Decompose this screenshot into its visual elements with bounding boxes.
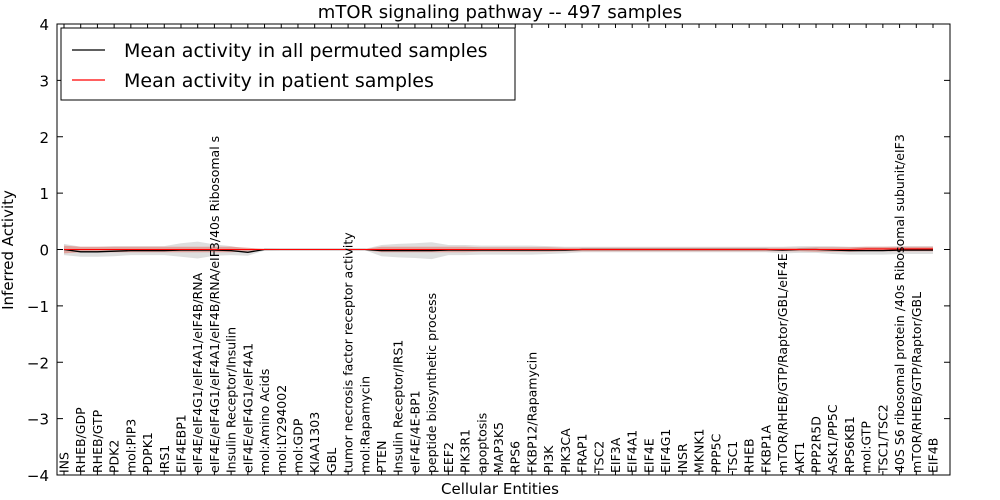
x-tick-label: ASK1/PP5C <box>825 404 840 473</box>
x-tick-label: mol:PIP3 <box>123 419 138 473</box>
x-tick-label: eIF4E/eIF4G1/eIF4A1 <box>240 343 255 473</box>
x-tick-label: EEF2 <box>441 442 456 473</box>
x-tick-label: TSC2 <box>591 441 606 474</box>
x-tick-label: FKBP1A <box>758 425 773 473</box>
x-tick-label: RHEB/GDP <box>73 407 88 473</box>
legend-label-patient: Mean activity in patient samples <box>124 70 434 92</box>
x-tick-label: eIF4E/eIF4G1/eIF4A1/eIF4B/RNA/eIF3/40s R… <box>207 136 222 473</box>
y-tick-label: −2 <box>27 354 49 372</box>
x-tick-label: TSC1 <box>725 441 740 474</box>
x-tick-label: Insulin Receptor/IRS1 <box>391 340 406 473</box>
y-tick-label: 3 <box>39 72 49 90</box>
x-tick-label: INSR <box>675 443 690 473</box>
x-tick-label: PPP2R5D <box>809 416 824 473</box>
x-tick-label: FKBP12/Rapamycin <box>524 352 539 473</box>
x-tick-label: tumor necrosis factor receptor activity <box>341 232 356 473</box>
plot-frame <box>56 23 951 476</box>
y-tick-label: 1 <box>39 185 49 203</box>
x-tick-label: TSC1/TSC2 <box>875 404 890 474</box>
line-patient-mean <box>64 248 933 251</box>
x-tick-label: PPP5C <box>708 433 723 473</box>
legend-box <box>60 27 516 101</box>
y-tick-label: −1 <box>27 298 49 316</box>
x-tick-label: mol:Rapamycin <box>357 376 372 473</box>
x-tick-label: MKNK1 <box>692 429 707 473</box>
y-tick-label: −4 <box>27 467 49 485</box>
legend-label-permuted: Mean activity in all permuted samples <box>124 40 487 62</box>
x-tick-label: peptide biosynthetic process <box>424 293 439 473</box>
y-tick-label: 0 <box>39 242 49 260</box>
x-tick-label: PTEN <box>374 441 389 473</box>
x-tick-label: mol:LY294002 <box>274 385 289 473</box>
x-tick-label: mol:GTP <box>859 421 874 473</box>
x-tick-label: EIF4B <box>926 438 941 473</box>
x-tick-label: EIF4EBP1 <box>173 414 188 473</box>
x-tick-label: mol:Amino Acids <box>257 369 272 473</box>
y-axis-label: Inferred Activity <box>0 190 17 310</box>
x-tick-label: mTOR/RHEB/GTP/Raptor/GBL/eIF4E <box>775 253 790 473</box>
x-tick-label: 40S S6 ribosomal protein /40s Ribosomal … <box>892 134 907 473</box>
x-tick-label: mTOR/RHEB/GTP/Raptor/GBL <box>909 292 924 473</box>
x-tick-label: eIF4E/4E-BP1 <box>407 390 422 473</box>
chart-title: mTOR signaling pathway -- 497 samples <box>318 2 682 23</box>
x-tick-label: IRS1 <box>157 445 172 473</box>
y-tick-label: −3 <box>27 411 49 429</box>
x-tick-label: PI3K <box>541 445 556 473</box>
legend: Mean activity in all permuted samples Me… <box>60 27 516 101</box>
x-tick-label: RPS6 <box>508 441 523 473</box>
x-tick-label: EIF3A <box>608 437 623 473</box>
x-tick-label: PDPK1 <box>140 432 155 473</box>
x-tick-label: RHEB/GTP <box>90 409 105 473</box>
x-tick-label: EIF4G1 <box>658 429 673 473</box>
x-tick-label: PIK3R1 <box>458 429 473 473</box>
y-tick-label: 2 <box>39 129 49 147</box>
x-tick-label: Insulin Receptor/Insulin <box>224 327 239 473</box>
x-tick-label: MAP3K5 <box>491 422 506 473</box>
x-tick-label: KIAA1303 <box>307 412 322 473</box>
x-tick-label: GBL <box>324 448 339 473</box>
x-tick-label: EIF4A1 <box>625 430 640 473</box>
x-tick-label: PDK2 <box>107 440 122 473</box>
x-tick-label: RPS6KB1 <box>842 416 857 473</box>
x-tick-label: PIK3CA <box>558 428 573 473</box>
x-tick-label: INS <box>57 452 72 473</box>
x-tick-label: RHEB <box>742 438 757 473</box>
x-tick-label: mol:GDP <box>290 418 305 473</box>
x-axis-label: Cellular Entities <box>441 480 559 498</box>
y-tick-label: 4 <box>39 16 49 34</box>
x-tick-label: AKT1 <box>792 442 807 473</box>
x-tick-label: eIF4E/eIF4G1/eIF4A1/eIF4B/RNA <box>190 272 205 473</box>
x-tick-label: EIF4E <box>641 438 656 473</box>
x-tick-label: FRAP1 <box>575 434 590 473</box>
x-tick-label: apoptosis <box>474 413 489 473</box>
